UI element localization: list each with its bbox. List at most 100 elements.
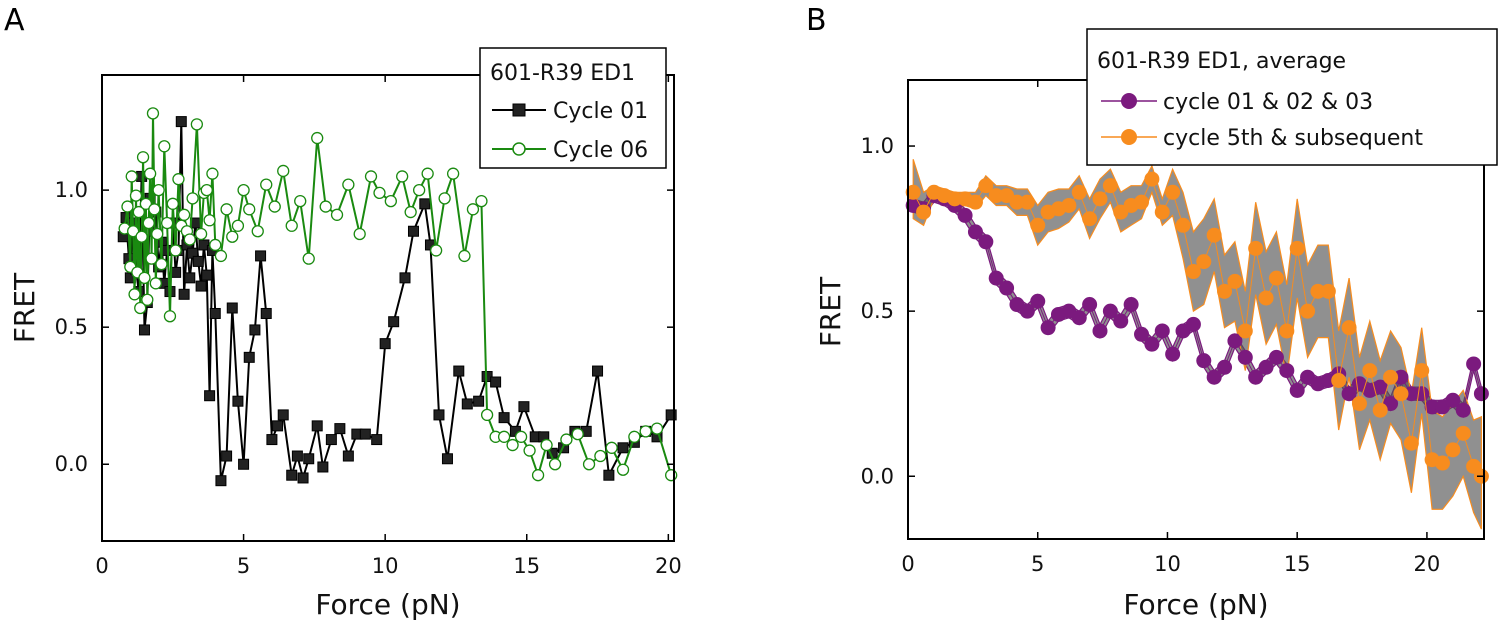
panel-b-series-0-point (1185, 316, 1201, 332)
panel-a-series-1-point (148, 203, 161, 216)
panel-a-series-1-point (220, 203, 233, 216)
panel-a-series-1-point (480, 408, 494, 422)
panel-b-series-1-point (1268, 270, 1284, 286)
panel-a-series-0-point (461, 398, 473, 410)
panel-a-series-0-point (291, 450, 303, 462)
panel-a-x-axis-title: Force (pN) (315, 588, 460, 621)
panel-a-series-1-point (458, 249, 471, 263)
panel-b-letter: B (806, 3, 827, 38)
panel-b-bands (912, 159, 1482, 530)
panel-b-series-1-point (1279, 323, 1295, 339)
panel-a-series-1-point (364, 170, 378, 183)
panel-a-series-1-point (146, 107, 160, 120)
panel-b-series-0-point (1113, 313, 1129, 329)
panel-a-series-0-point (311, 420, 323, 432)
panel-a-x-tick-label: 0 (95, 554, 108, 578)
panel-a-series-1-point (404, 205, 417, 219)
panel-a-series-1-point (203, 214, 216, 227)
panel-a-series-1-point (231, 219, 245, 232)
panel-b-series-0-point (1144, 336, 1160, 352)
panel-a-series-1-point (160, 216, 174, 230)
panel-a-series-1-point (294, 194, 307, 208)
panel-b-series-1-point (1009, 194, 1025, 210)
panel-b-series-0-point (1424, 399, 1440, 415)
panel-b-series-0-point (1030, 293, 1046, 309)
panel-a-series-1-point (138, 271, 151, 284)
panel-b-series-1-point (916, 204, 932, 220)
panel-a-series-0-point (399, 272, 411, 284)
panel-b-legend-cycle01-03-marker (1121, 93, 1137, 109)
panel-a-series-1-point (421, 167, 434, 180)
panel-a-series-1-point (302, 252, 315, 265)
panel-a-series-0-point (342, 450, 354, 462)
panel-b-series-1-point (1206, 227, 1222, 243)
panel-a-series-0-point (665, 409, 677, 421)
panel-b-series-1-point (1154, 204, 1170, 220)
panel-b-series-0-point (1341, 386, 1357, 402)
panel-a-series-0-point (490, 376, 502, 388)
panel-a-series-0-point (243, 351, 255, 363)
panel-a-legend-cycle01-marker (512, 103, 526, 117)
panel-a-series-0-point (303, 453, 315, 465)
panel-a-series-1-point (605, 441, 618, 454)
panel-b-series-1-point (1102, 178, 1118, 194)
panel-b-series-0-point (1154, 323, 1170, 339)
panel-b-series-0-point (1403, 386, 1419, 402)
panel-a-letter: A (4, 3, 25, 38)
panel-a-series-1-point (540, 438, 553, 452)
panel-b-series-1-point (1061, 197, 1077, 213)
panel-a-series-1-point (560, 433, 573, 446)
panel-b-series-1-point (1165, 184, 1181, 200)
panel-a-series-0-point (260, 307, 272, 319)
panel-b-series-1-point (1341, 320, 1357, 336)
panel-a-series-1-point (206, 167, 219, 180)
panel-a-series-1-point (135, 230, 148, 243)
panel-a-series-1-point (194, 227, 208, 241)
panel-a-series-1-point (155, 257, 168, 271)
panel-b-series-1-point (1134, 194, 1150, 210)
panel-b-series-0-point (1372, 379, 1388, 395)
panel-b-series-1-point (988, 188, 1004, 204)
panel-a-series-0-point (272, 420, 284, 432)
panel-a-series-0-point (359, 428, 371, 440)
panel-a-series-1-point (186, 192, 199, 205)
panel-b-series-0-point (988, 270, 1004, 286)
panel-a-series-0-point (388, 316, 400, 328)
panel-b-series-0-point (1279, 363, 1295, 379)
panel-b-series-0-point (1268, 349, 1284, 365)
panel-a-series-1-point (268, 200, 281, 213)
panel-a-series-1-point (226, 230, 239, 243)
panel-a-series-1-point (149, 277, 162, 290)
panel-b-series-0-point (1071, 310, 1087, 326)
panel-a-series-1-point (446, 167, 460, 180)
panel-b-series-0-point (999, 280, 1015, 296)
panel-a-series-0-point (178, 288, 190, 300)
panel-a-series-1-point (136, 151, 150, 164)
panel-a-series-1-point (531, 469, 545, 482)
panel-b-x-tick-label: 15 (1284, 552, 1311, 576)
panel-b-series-0-point (1414, 386, 1430, 402)
panel-a-series-1-point (342, 178, 355, 191)
panel-b-series-1-point (1331, 372, 1347, 388)
panel-a-x-tick-label: 20 (655, 554, 682, 578)
panel-a-series-0-point (232, 395, 244, 407)
panel-a-series-1-point (143, 167, 157, 180)
panel-a-series-0-point (209, 307, 221, 319)
panel-a-series-1-point (260, 178, 273, 191)
panel-a-series-1-point (251, 225, 264, 238)
panel-a-series-1-point (243, 203, 256, 216)
panel-b-x-tick-label: 20 (1414, 552, 1441, 576)
panel-a-series-1-point (466, 203, 480, 216)
panel-a-series-0-point (187, 247, 199, 259)
panel-b-series (905, 171, 1489, 484)
panel-b-series-1-point (1403, 435, 1419, 451)
panel-b-series-1-point (1019, 194, 1035, 210)
panel-a-y-axis-title: FRET (8, 272, 41, 343)
panel-b-series-0-point (1134, 326, 1150, 342)
panel-a-ticks: 0 5 10 15 20 0.0 0.5 1.0 (55, 75, 682, 578)
panel-b-series-0-point (1466, 356, 1482, 372)
panel-a-series-1-point (514, 430, 528, 443)
panel-b-legend-cycle01-03-label: cycle 01 & 02 & 03 (1163, 90, 1373, 115)
panel-a-series-1-point (166, 197, 179, 210)
panel-b-series-1-point (1185, 264, 1201, 280)
